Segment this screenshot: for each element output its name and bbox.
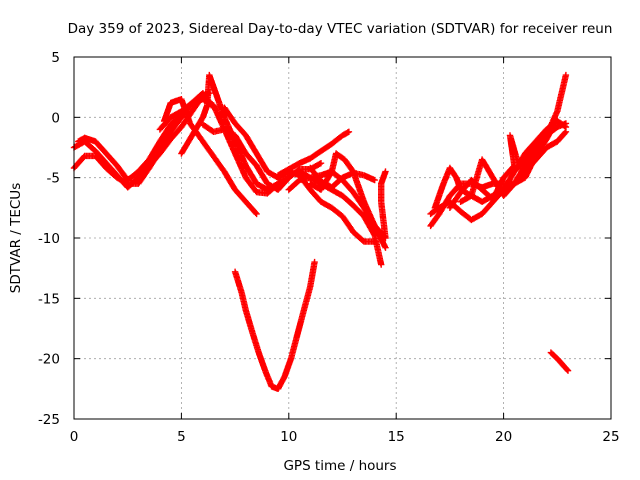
x-axis-label: GPS time / hours xyxy=(283,458,396,474)
data-arc-14 xyxy=(231,258,318,392)
axis-ticks: 0 5 10 15 20 25 5 0 -5 -10 -15 -20 -25 xyxy=(38,50,620,445)
y-tick-label: -10 xyxy=(38,231,60,247)
x-tick-label: 15 xyxy=(388,429,405,445)
grid xyxy=(74,57,611,419)
y-tick-label: 5 xyxy=(51,50,60,66)
x-tick-label: 5 xyxy=(177,429,186,445)
data-point-markers xyxy=(427,128,570,230)
y-tick-label: -5 xyxy=(47,171,60,187)
data-point-markers xyxy=(307,164,378,191)
data-arc-9 xyxy=(274,128,353,179)
data-point-markers xyxy=(307,150,389,242)
y-tick-label: -15 xyxy=(38,291,60,307)
x-tick-label: 10 xyxy=(280,429,297,445)
data-point-markers xyxy=(161,96,260,218)
y-tick-label: 0 xyxy=(51,110,60,126)
data-point-markers xyxy=(199,121,325,193)
x-tick-label: 25 xyxy=(602,429,619,445)
data-arc-15 xyxy=(427,128,570,230)
x-tick-label: 0 xyxy=(70,429,79,445)
y-tick-label: -20 xyxy=(38,352,60,368)
data-point-markers xyxy=(457,123,557,205)
data-arc-20 xyxy=(547,349,572,374)
data-arc-12 xyxy=(307,164,378,191)
data-point-markers xyxy=(274,128,353,179)
y-axis-label: SDTVAR / TECUs xyxy=(8,183,24,293)
data-arc-5 xyxy=(156,96,282,197)
data-arc-7 xyxy=(199,121,325,193)
x-tick-label: 20 xyxy=(495,429,512,445)
chart-title: Day 359 of 2023, Sidereal Day-to-day VTE… xyxy=(68,21,613,37)
data-point-markers xyxy=(75,111,185,184)
data-arc-19 xyxy=(457,123,557,205)
data-markers xyxy=(70,71,572,392)
data-arc-6 xyxy=(161,96,260,218)
data-arc-3 xyxy=(75,111,185,184)
data-arc-13 xyxy=(307,150,389,242)
data-point-markers xyxy=(231,258,318,392)
y-tick-label: -25 xyxy=(38,412,60,428)
data-point-markers xyxy=(547,349,572,374)
data-point-markers xyxy=(156,96,282,197)
